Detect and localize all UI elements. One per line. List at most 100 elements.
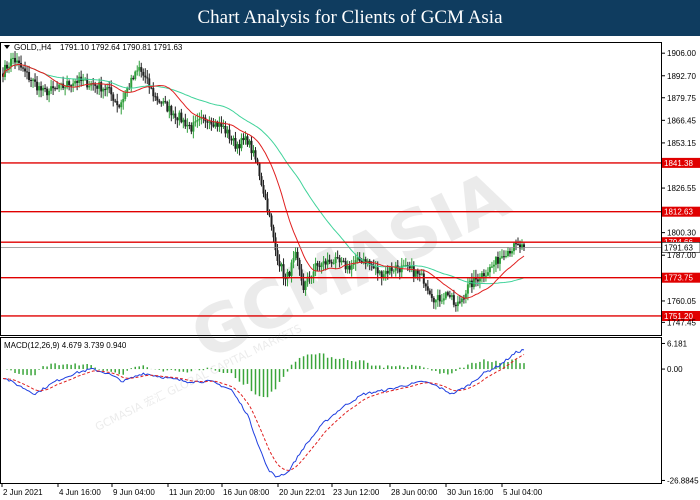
price-axis: 1906.00 1892.70 1879.75 1866.45 1853.15 1826.… (662, 49, 696, 327)
candle (296, 247, 299, 267)
candle (218, 116, 221, 132)
candle (188, 121, 191, 130)
candle (394, 261, 397, 277)
candle (278, 254, 281, 272)
candle (88, 80, 91, 90)
candle (382, 270, 385, 281)
candle (428, 288, 431, 296)
candle (456, 295, 459, 312)
candle (198, 112, 201, 127)
macd-tick-label: 0.00 (667, 365, 683, 374)
candle (312, 263, 315, 284)
candle (22, 66, 25, 72)
candle (500, 249, 503, 260)
candle (110, 80, 113, 102)
candle (98, 78, 101, 96)
price-tick-label: 1760.05 (667, 297, 696, 306)
candle (484, 269, 487, 282)
macd-tick-label: 6.181 (667, 339, 688, 348)
candle (10, 52, 13, 73)
candle (156, 92, 159, 105)
time-tick-label: 28 Jun 00:00 (391, 488, 438, 497)
candle (340, 257, 343, 266)
time-tick-label: 16 Jun 08:00 (223, 488, 270, 497)
candle (412, 261, 415, 283)
candle (486, 267, 489, 277)
candle (8, 62, 11, 74)
candle (78, 72, 81, 88)
candle (440, 293, 443, 305)
candle (194, 115, 197, 127)
fast-moving-average-line (2, 63, 525, 299)
candle (122, 92, 125, 110)
candle (274, 232, 277, 257)
candle (388, 266, 391, 276)
candle (494, 256, 497, 273)
candle (454, 302, 457, 312)
candle (70, 84, 73, 93)
candle (436, 289, 439, 307)
candle (240, 133, 243, 152)
candle (284, 273, 287, 287)
candle (24, 61, 27, 78)
candle (326, 252, 329, 270)
time-tick-label: 11 Jun 20:00 (169, 488, 215, 497)
candle (504, 250, 507, 259)
candle (332, 259, 335, 265)
watermark: GCMASIA GCMASIA 宏汇 GLOBAL CAPITAL MARKET… (93, 156, 521, 434)
candle (160, 101, 163, 107)
candle (298, 257, 301, 276)
candle (462, 294, 465, 304)
price-series-layer (2, 51, 525, 312)
candle (96, 84, 99, 95)
candle (2, 67, 4, 83)
candle (458, 294, 461, 305)
candle (46, 86, 49, 101)
candle (214, 119, 217, 129)
candle (446, 290, 449, 297)
price-tick-label: 1892.70 (667, 72, 696, 81)
candle (434, 298, 437, 310)
candle (120, 99, 123, 115)
candle (254, 147, 257, 164)
macd-panel-border (0, 337, 662, 484)
candle (246, 134, 249, 147)
candle (360, 258, 363, 264)
dropdown-triangle-icon[interactable] (4, 45, 10, 49)
candle (68, 79, 71, 91)
candle (144, 68, 147, 84)
current-price-tag (661, 242, 700, 253)
candle (330, 259, 333, 268)
candle (248, 139, 251, 148)
candle (288, 270, 291, 278)
macd-line (2, 349, 525, 478)
level-label: 1751.20 (664, 312, 693, 321)
page-title: Chart Analysis for Clients of GCM Asia (197, 7, 503, 28)
candle (50, 79, 53, 94)
candle (316, 260, 319, 271)
candle (38, 82, 41, 98)
candle (408, 261, 411, 273)
time-tick-label: 4 Jun 16:00 (59, 488, 101, 497)
level-lines-layer: 1841.381812.631794.661773.751751.201791.… (1, 157, 700, 321)
candle (192, 115, 195, 139)
candle (114, 98, 117, 103)
candle (186, 118, 189, 133)
candle (262, 179, 265, 198)
candle (72, 78, 75, 92)
candle (30, 77, 33, 88)
candle (252, 145, 255, 157)
candle (158, 98, 161, 104)
candle (210, 117, 213, 131)
candle (334, 252, 337, 270)
candle (448, 290, 451, 299)
candle (300, 264, 303, 286)
candle (178, 110, 181, 126)
price-panel-border (0, 42, 662, 336)
candle (54, 86, 57, 92)
macd-label: MACD(12,26,9) 4.679 3.739 0.940 (4, 341, 127, 350)
time-axis: 2 Jun 2021 4 Jun 16:00 9 Jun 04:00 11 Jun 2… (1, 484, 543, 497)
candle (250, 135, 253, 160)
candle (166, 100, 169, 113)
candle (372, 259, 375, 270)
